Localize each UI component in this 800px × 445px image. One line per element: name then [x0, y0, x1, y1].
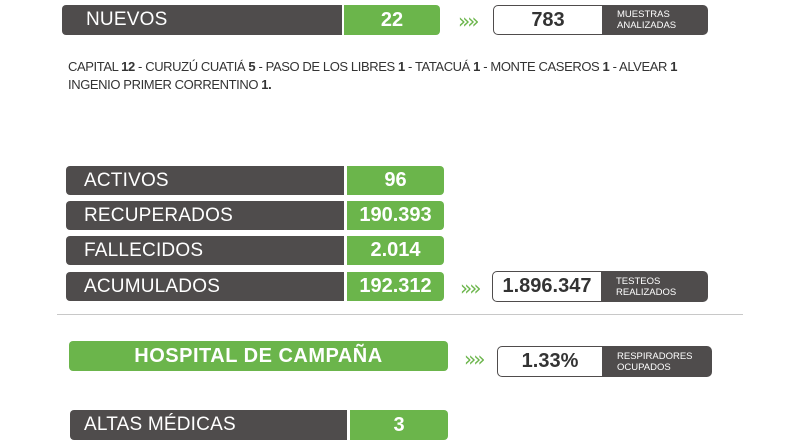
stat-value-text: 96 [384, 169, 407, 191]
stat-value-acumulados: 192.312 [347, 272, 444, 301]
muestras-value: 783 [493, 5, 603, 35]
muestras-value-text: 783 [531, 8, 565, 31]
section-divider [57, 314, 743, 315]
breakdown-separator: - [408, 59, 412, 74]
breakdown-place: TATACUÁ [414, 59, 470, 74]
breakdown-count: 1 [473, 59, 481, 74]
hospital-title-bar: HOSPITAL DE CAMPAÑA [69, 341, 448, 371]
respiradores-value-text: 1.33% [521, 350, 579, 372]
nuevos-value-text: 22 [380, 8, 404, 31]
breakdown-count: 1 [602, 59, 610, 74]
breakdown-count: 5 [248, 59, 256, 74]
stat-label-activos: ACTIVOS [66, 166, 344, 195]
breakdown-separator: - [138, 59, 142, 74]
muestras-tag-line1: MUESTRAS [617, 9, 670, 20]
stat-label-text: RECUPERADOS [84, 204, 233, 226]
stat-value-recuperados: 190.393 [347, 201, 444, 230]
breakdown-count: 1. [261, 77, 272, 92]
breakdown-place: MONTE CASEROS [490, 59, 600, 74]
muestras-tag: MUESTRAS ANALIZADAS [603, 5, 708, 35]
altas-label-text: ALTAS MÉDICAS [84, 414, 236, 435]
stat-value-activos: 96 [347, 166, 444, 195]
altas-value-text: 3 [393, 413, 405, 436]
nuevos-value: 22 [344, 5, 440, 35]
stat-label-recuperados: RECUPERADOS [66, 201, 344, 230]
double-chevron-right-icon: »» [460, 276, 482, 300]
stat-label-acumulados: ACUMULADOS [66, 272, 344, 301]
nuevos-label-text: NUEVOS [86, 9, 168, 30]
stat-value-text: 190.393 [359, 204, 432, 226]
breakdown-separator: - [612, 59, 617, 74]
testeos-value-text: 1.896.347 [502, 275, 592, 297]
stat-value-text: 2.014 [370, 239, 421, 261]
testeos-tag-line2: REALIZADOS [616, 286, 677, 298]
breakdown-place: CURUZÚ CUATIÁ [145, 59, 246, 74]
double-chevron-right-icon: »» [464, 347, 486, 371]
stat-value-text: 192.312 [359, 275, 432, 297]
stat-label-text: ACUMULADOS [84, 275, 221, 297]
breakdown-place: CAPITAL [68, 59, 118, 74]
breakdown-place: ALVEAR [619, 59, 667, 74]
hospital-title-text: HOSPITAL DE CAMPAÑA [134, 344, 383, 367]
nuevos-label: NUEVOS [62, 5, 342, 35]
double-chevron-right-icon: »» [458, 9, 480, 33]
respiradores-tag: RESPIRADORES OCUPADOS [603, 346, 712, 377]
breakdown-text: CAPITAL 12 - CURUZÚ CUATIÁ 5 - PASO DE L… [68, 58, 728, 94]
breakdown-separator: - [258, 59, 263, 74]
altas-label: ALTAS MÉDICAS [70, 410, 347, 440]
testeos-tag-line1: TESTEOS [616, 275, 661, 287]
breakdown-place: INGENIO PRIMER CORRENTINO [68, 77, 259, 92]
breakdown-count: 12 [121, 59, 135, 74]
breakdown-count: 1 [397, 59, 405, 74]
breakdown-count: 1 [670, 59, 678, 74]
stat-label-text: FALLECIDOS [84, 239, 204, 261]
testeos-value: 1.896.347 [492, 271, 602, 302]
stat-label-text: ACTIVOS [84, 169, 169, 191]
testeos-tag: TESTEOS REALIZADOS [602, 271, 708, 302]
breakdown-place: PASO DE LOS LIBRES [265, 59, 396, 74]
breakdown-separator: - [483, 59, 488, 74]
stat-value-fallecidos: 2.014 [347, 236, 444, 265]
breakdown-line2: INGENIO PRIMER CORRENTINO 1. [68, 76, 728, 94]
altas-value: 3 [350, 410, 448, 440]
respiradores-tag-line2: OCUPADOS [617, 361, 671, 373]
respiradores-tag-line1: RESPIRADORES [617, 350, 693, 362]
respiradores-value: 1.33% [497, 346, 603, 377]
breakdown-line1: CAPITAL 12 - CURUZÚ CUATIÁ 5 - PASO DE L… [68, 58, 728, 76]
stat-label-fallecidos: FALLECIDOS [66, 236, 344, 265]
muestras-tag-line2: ANALIZADAS [617, 20, 677, 31]
